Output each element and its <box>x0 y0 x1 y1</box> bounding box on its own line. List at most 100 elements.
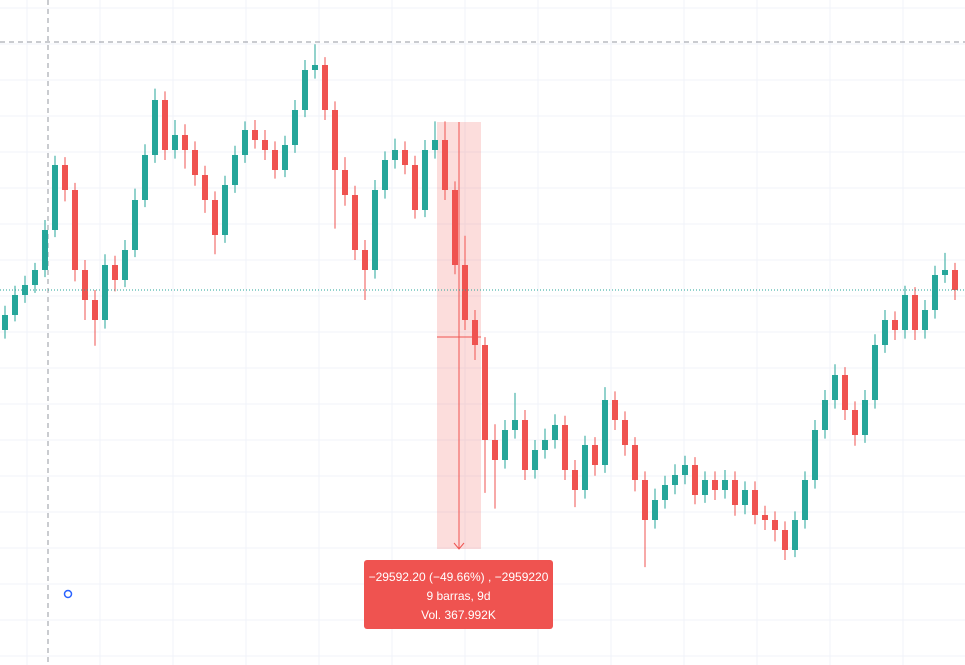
tooltip-change: −29592.20 (−49.66%) , −2959220 <box>368 570 549 584</box>
candle-body <box>62 165 68 190</box>
candle-body <box>922 310 928 330</box>
candle-body <box>352 195 358 250</box>
candle-body <box>242 130 248 155</box>
candle-body <box>822 400 828 430</box>
candle-body <box>872 345 878 400</box>
candle-body <box>722 480 728 490</box>
candle-body <box>212 200 218 235</box>
candle-body <box>492 440 498 460</box>
candle-body <box>432 140 438 150</box>
candle-body <box>412 165 418 210</box>
candle-body <box>752 490 758 515</box>
candle-body <box>192 150 198 175</box>
candle-body <box>882 320 888 345</box>
tooltip-volume: Vol. 367.992K <box>421 608 496 622</box>
candle-body <box>462 265 468 320</box>
candle-body <box>32 270 38 285</box>
candle-body <box>172 135 178 150</box>
candle-body <box>572 470 578 490</box>
candle-body <box>762 515 768 520</box>
candle-body <box>312 65 318 70</box>
candle-body <box>322 65 328 110</box>
candle-body <box>202 175 208 200</box>
candle-body <box>612 400 618 420</box>
candle-body <box>152 100 158 155</box>
measure-tooltip: −29592.20 (−49.66%) , −2959220 9 barras,… <box>364 560 553 629</box>
event-marker[interactable] <box>63 589 73 599</box>
candle-body <box>852 410 858 435</box>
candle-body <box>942 270 948 275</box>
candle-body <box>662 485 668 500</box>
candle-body <box>472 320 478 345</box>
candle-body <box>332 110 338 170</box>
candle-body <box>12 295 18 315</box>
candle-body <box>112 265 118 280</box>
candle-body <box>782 530 788 550</box>
candle-body <box>652 500 658 520</box>
candle-body <box>542 440 548 450</box>
tooltip-bars: 9 barras, 9d <box>426 589 491 603</box>
candle-body <box>132 200 138 250</box>
candle-body <box>932 275 938 310</box>
candle-body <box>802 480 808 520</box>
candle-body <box>642 480 648 520</box>
candle-body <box>2 315 8 330</box>
candle-body <box>672 475 678 485</box>
candle-body <box>552 425 558 440</box>
candle-body <box>622 420 628 445</box>
candle-body <box>302 70 308 110</box>
candle-body <box>442 140 448 190</box>
candle-body <box>832 375 838 400</box>
candle-body <box>142 155 148 200</box>
candle-body <box>252 130 258 140</box>
candle-body <box>862 400 868 435</box>
candle-body <box>892 320 898 330</box>
candle-body <box>582 445 588 490</box>
candle-body <box>512 420 518 430</box>
candle-body <box>602 400 608 465</box>
candle-body <box>452 190 458 265</box>
candle-body <box>952 270 958 290</box>
candles <box>2 44 958 568</box>
candle-body <box>592 445 598 465</box>
candle-body <box>382 160 388 190</box>
candle-body <box>842 375 848 410</box>
candle-body <box>912 295 918 330</box>
candle-body <box>272 150 278 170</box>
candle-body <box>702 480 708 495</box>
candle-body <box>632 445 638 480</box>
candle-body <box>362 250 368 270</box>
candle-body <box>792 520 798 550</box>
candle-body <box>342 170 348 195</box>
candle-body <box>902 295 908 330</box>
candle-body <box>222 185 228 235</box>
candle-body <box>742 490 748 505</box>
measure-arrowhead <box>453 542 465 550</box>
candle-body <box>102 265 108 320</box>
candle-body <box>562 425 568 470</box>
candle-body <box>502 430 508 460</box>
candle-body <box>182 135 188 150</box>
candle-body <box>122 250 128 280</box>
candle-body <box>82 270 88 300</box>
candle-body <box>372 190 378 270</box>
candle-body <box>422 150 428 210</box>
candle-body <box>42 230 48 270</box>
candle-body <box>402 150 408 165</box>
candle-body <box>72 190 78 270</box>
candle-body <box>162 100 168 150</box>
candle-body <box>682 465 688 475</box>
candle-body <box>232 155 238 185</box>
candle-body <box>772 520 778 530</box>
candle-body <box>732 480 738 505</box>
candle-body <box>282 145 288 170</box>
candle-body <box>482 345 488 440</box>
candle-body <box>532 450 538 470</box>
candle-body <box>812 430 818 480</box>
candle-body <box>692 465 698 495</box>
candle-body <box>712 480 718 490</box>
candle-body <box>92 300 98 320</box>
candle-body <box>262 140 268 150</box>
